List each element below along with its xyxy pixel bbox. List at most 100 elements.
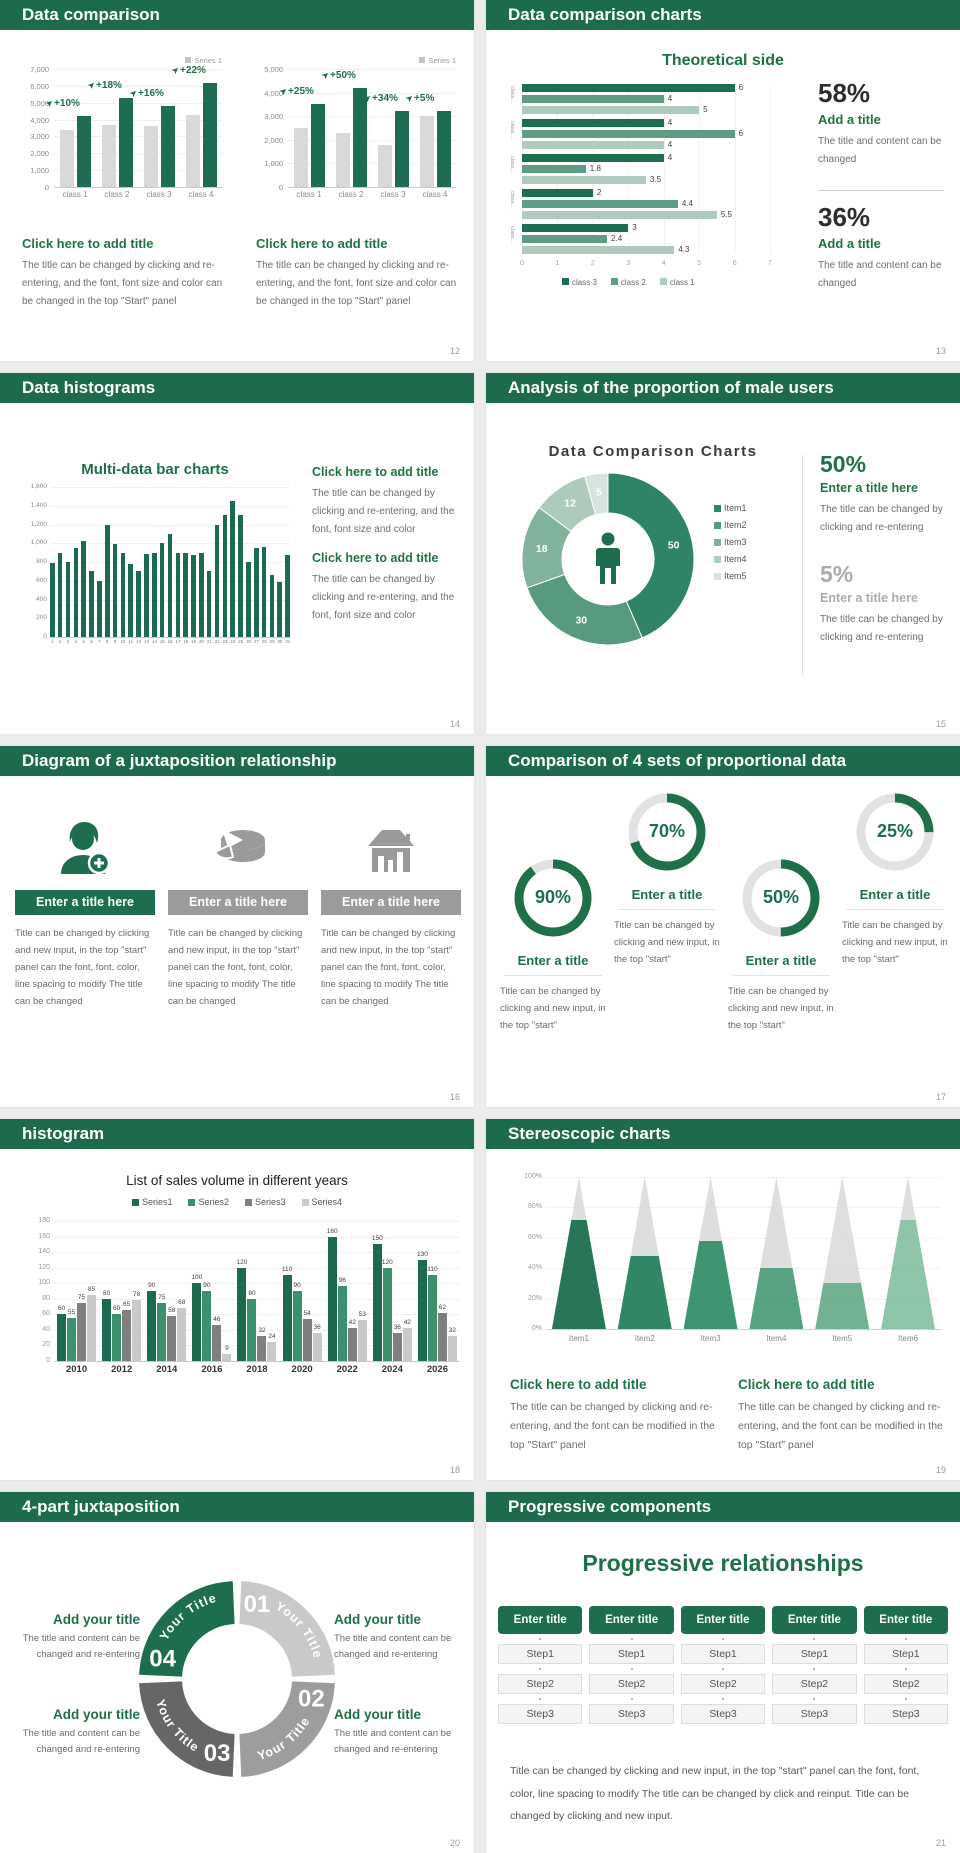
sl-grid: [54, 1298, 460, 1300]
pc-grid: [288, 163, 456, 165]
hb-bar: [522, 119, 664, 127]
slide-body: 17 90% Enter a title Title can be changed …: [486, 776, 960, 1107]
sl-grid: [54, 1252, 460, 1254]
stat-title: Add a title: [818, 112, 881, 127]
block-body: The title and content can be changed and…: [334, 1633, 452, 1661]
pyr: [617, 1177, 672, 1329]
div: Item1: [714, 503, 747, 513]
span: Item1: [724, 503, 747, 513]
hg-x: 1 2 3 4 5 6 7 8 9 10 11 12 13 14 15 16 17 18 19 20 21 22 23 24 2…: [50, 639, 290, 644]
sl-val: 75: [158, 1293, 166, 1301]
slide-4-part-juxtaposition[interactable]: 4-part juxtaposition Your Title 01 Your Ti…: [0, 1492, 474, 1853]
hb-cat: class…: [509, 86, 515, 105]
tri-fill: [617, 1256, 672, 1329]
sl-val: 110: [281, 1266, 293, 1274]
slide-data-histograms[interactable]: Data histograms Multi-data bar charts 0 2…: [0, 373, 474, 734]
slide-progressive-components[interactable]: Progressive components Progressive relat…: [486, 1492, 960, 1853]
conn: [904, 1668, 907, 1670]
pc-grid: [50, 524, 290, 526]
slide-body: Your Title 01 Your Title 02 Your Title 03 Your…: [0, 1522, 474, 1853]
sl-val: 58: [168, 1306, 176, 1314]
sl-val: 120: [381, 1258, 393, 1266]
chart-histogram: 0 200 400 600 800 1,000 1,200 1,400 1,600 1 2 3 4 5 6 7…: [18, 483, 290, 644]
sl-val: 110: [427, 1266, 438, 1274]
path: [69, 822, 99, 843]
text: 03: [204, 1740, 231, 1767]
sq: [714, 521, 721, 529]
hb-val: 2.4: [611, 234, 623, 243]
span: Series2: [188, 1197, 229, 1207]
step-box: Step2: [863, 1674, 949, 1694]
hg-bar: [183, 552, 188, 637]
pie-cake-icon: [168, 804, 308, 882]
sl-val: 55: [67, 1309, 76, 1317]
hb-grid: [592, 84, 594, 254]
pc-x: class 1 class 2 class 3 class 4: [54, 190, 222, 199]
slide-histogram[interactable]: histogram List of sales volume in differ…: [0, 1119, 474, 1480]
chart-pyramids: 0% 20% 40% 60% 80% 100% Item1 Item2 Item3 Item4 It…: [500, 1173, 941, 1343]
block-title: Click here to add title: [256, 236, 388, 251]
span: 18: [183, 639, 189, 644]
sl-val: 120: [236, 1258, 248, 1266]
stat-block: 5% Enter a title here The title can be c…: [820, 561, 946, 647]
hb-tick: 6: [732, 258, 737, 267]
chart-title: Data Comparison Charts: [548, 443, 758, 460]
pc-bar: [202, 82, 217, 187]
span: class 3: [146, 190, 172, 199]
stat-title: Add a title: [818, 236, 881, 251]
pc-bar: [436, 111, 451, 187]
hg-bar: [65, 562, 71, 637]
span: Item2: [634, 1334, 655, 1343]
male-person-icon: [596, 532, 620, 584]
block-title: Add your title: [53, 1707, 140, 1722]
sl-ylab: 140: [38, 1248, 50, 1256]
sl-grid: [54, 1283, 460, 1285]
slide-stereoscopic-charts[interactable]: Stereoscopic charts 0% 20% 40% 60% 80% 100% It…: [486, 1119, 960, 1480]
sl-barw: 65: [122, 1301, 132, 1361]
step-box: Step3: [589, 1704, 674, 1724]
pc-bar: [143, 126, 158, 187]
sl-val: 90: [293, 1282, 301, 1289]
sl-barw: 78: [132, 1291, 142, 1361]
block-title: Add your title: [334, 1707, 421, 1722]
sl-barw: 36: [392, 1324, 402, 1361]
hb-tick: 7: [767, 258, 773, 267]
path: [222, 829, 243, 848]
hb-bar: [522, 235, 608, 243]
hg-bar: [120, 552, 126, 637]
block-body: Title can be changed by clicking and new…: [510, 1765, 920, 1823]
text: 12: [564, 498, 576, 510]
slide-header: Progressive components: [486, 1492, 960, 1522]
slide-body: List of sales volume in different years …: [0, 1149, 474, 1480]
hb-val: 3.5: [650, 175, 662, 184]
block-title: Click here to add title: [510, 1377, 647, 1392]
hb-bar: [522, 224, 629, 232]
hg-bar: [285, 555, 290, 637]
slide-data-comparison[interactable]: Data comparison Series 1 0 1,000 2,000 3,000…: [0, 0, 474, 361]
conn: [539, 1668, 542, 1670]
pyr: [815, 1177, 870, 1329]
span: +5%: [414, 93, 435, 105]
step-column: Enter title Step1 Step2 Step3: [863, 1606, 949, 1724]
slide-proportional-data[interactable]: Comparison of 4 sets of proportional dat…: [486, 746, 960, 1107]
stat-body: The title can be changed by clicking and…: [820, 614, 943, 643]
slide-juxtaposition-diagram[interactable]: Diagram of a juxtaposition relationship …: [0, 746, 474, 1107]
sl-barw: 90: [202, 1282, 212, 1361]
span: 4: [74, 639, 78, 644]
span: 19: [191, 639, 197, 644]
pc-grid: [50, 487, 290, 488]
text: 18: [536, 543, 548, 555]
svg: [368, 830, 414, 872]
py-ylab: 100%: [524, 1173, 542, 1180]
sl-val: 68: [178, 1299, 186, 1307]
conn: [722, 1668, 725, 1670]
pc-bar: [377, 144, 392, 187]
step-column: Enter title Step1 Step2 Step3: [772, 1606, 857, 1724]
slide-male-users-proportion[interactable]: Analysis of the proportion of male users…: [486, 373, 960, 734]
hg-bar: [230, 501, 235, 637]
hb-tick: 3: [626, 258, 631, 267]
stat-percent: 50%: [820, 451, 867, 477]
svg: 25%: [856, 793, 934, 871]
slide-data-comparison-charts[interactable]: Data comparison charts Theoretical side …: [486, 0, 960, 361]
text: 90%: [535, 887, 571, 907]
